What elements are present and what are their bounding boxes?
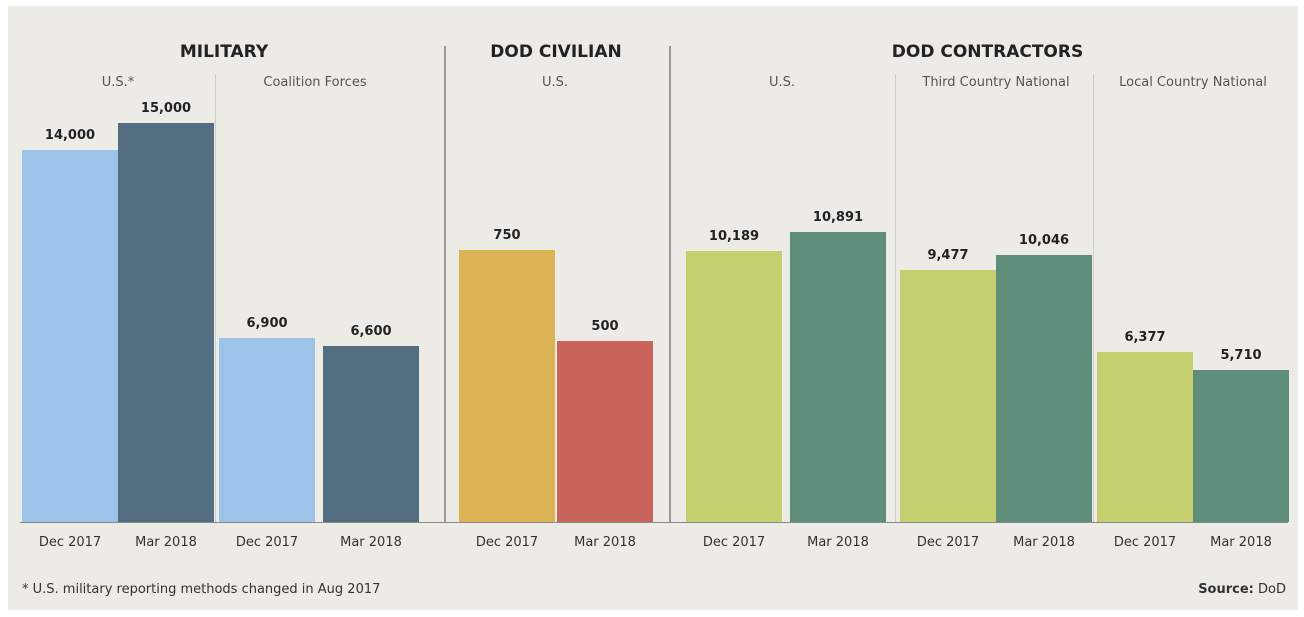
bar	[118, 123, 214, 522]
value-label: 9,477	[927, 247, 969, 263]
bar	[790, 232, 886, 522]
x-tick-label: Dec 2017	[235, 535, 299, 550]
bar	[1097, 352, 1193, 522]
subgroup-label: Third Country National	[922, 75, 1070, 90]
value-label: 500	[591, 318, 619, 334]
x-tick-label: Dec 2017	[475, 535, 539, 550]
subgroup-divider	[895, 74, 896, 522]
value-label: 6,900	[246, 316, 288, 332]
bar	[557, 340, 653, 522]
value-label: 15,000	[140, 101, 192, 116]
bar	[996, 254, 1092, 522]
x-tick-label: Dec 2017	[38, 535, 102, 550]
value-label: 6,377	[1124, 330, 1166, 346]
bar	[900, 269, 996, 522]
bar	[1193, 370, 1289, 522]
source: Source: DoD	[1198, 582, 1286, 597]
x-tick-label: Dec 2017	[1113, 535, 1177, 550]
x-tick-label: Mar 2018	[574, 535, 636, 550]
value-label: 14,000	[44, 127, 96, 143]
subgroup-label: U.S.*	[101, 75, 135, 90]
group-title: MILITARY	[179, 42, 269, 62]
value-label: 750	[493, 227, 521, 243]
group-title: DOD CONTRACTORS	[891, 42, 1084, 62]
bar	[22, 149, 118, 522]
x-tick-label: Mar 2018	[807, 535, 869, 550]
group-divider	[669, 46, 671, 522]
group-title: DOD CIVILIAN	[490, 42, 622, 62]
x-tick-label: Mar 2018	[135, 535, 197, 550]
source-value: DoD	[1258, 582, 1286, 597]
subgroup-label: U.S.	[768, 75, 796, 90]
baseline	[20, 522, 1288, 523]
x-tick-label: Mar 2018	[1013, 535, 1075, 550]
x-tick-label: Mar 2018	[340, 535, 402, 550]
x-tick-label: Dec 2017	[916, 535, 980, 550]
x-tick-label: Mar 2018	[1210, 535, 1272, 550]
bar	[686, 250, 782, 522]
value-label: 10,189	[708, 228, 760, 244]
footnote: * U.S. military reporting methods change…	[22, 582, 381, 597]
subgroup-divider	[1093, 74, 1094, 522]
value-label: 10,891	[812, 210, 864, 226]
subgroup-label: Coalition Forces	[263, 75, 367, 90]
subgroup-label: U.S.	[541, 75, 569, 90]
subgroup-divider	[215, 74, 216, 522]
bar	[219, 338, 315, 522]
subgroup-label: Local Country National	[1119, 75, 1267, 90]
value-label: 6,600	[350, 324, 392, 340]
bar	[323, 346, 419, 522]
value-label: 5,710	[1220, 348, 1262, 364]
source-label: Source:	[1198, 582, 1254, 597]
group-divider	[444, 46, 446, 522]
x-tick-label: Dec 2017	[702, 535, 766, 550]
chart: * U.S. military reporting methods change…	[8, 6, 1298, 610]
bar	[459, 249, 555, 522]
value-label: 10,046	[1018, 232, 1070, 248]
